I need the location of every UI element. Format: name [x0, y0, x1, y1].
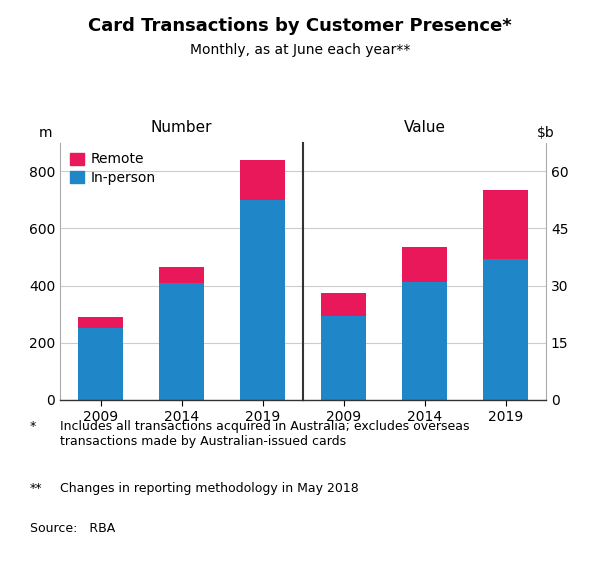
Text: Number: Number — [151, 120, 212, 135]
Text: *: * — [30, 420, 36, 433]
Text: Includes all transactions acquired in Australia; excludes overseas
transactions : Includes all transactions acquired in Au… — [60, 420, 470, 448]
Text: **: ** — [30, 482, 43, 496]
Bar — [321, 293, 366, 316]
Legend: Remote, In-person: Remote, In-person — [67, 150, 158, 187]
Bar — [240, 200, 285, 400]
Text: Source:   RBA: Source: RBA — [30, 522, 115, 536]
Text: Card Transactions by Customer Presence*: Card Transactions by Customer Presence* — [88, 17, 512, 35]
Text: m: m — [39, 126, 53, 140]
Bar — [159, 283, 204, 400]
Bar — [78, 328, 123, 400]
Text: Changes in reporting methodology in May 2018: Changes in reporting methodology in May … — [60, 482, 359, 496]
Bar — [78, 317, 123, 328]
Text: Monthly, as at June each year**: Monthly, as at June each year** — [190, 43, 410, 57]
Bar — [402, 282, 447, 400]
Text: $b: $b — [537, 126, 555, 140]
Bar — [402, 247, 447, 282]
Bar — [483, 190, 528, 259]
Bar — [483, 259, 528, 400]
Bar — [240, 160, 285, 200]
Bar — [159, 267, 204, 283]
Bar — [321, 316, 366, 400]
Text: Value: Value — [404, 120, 445, 135]
